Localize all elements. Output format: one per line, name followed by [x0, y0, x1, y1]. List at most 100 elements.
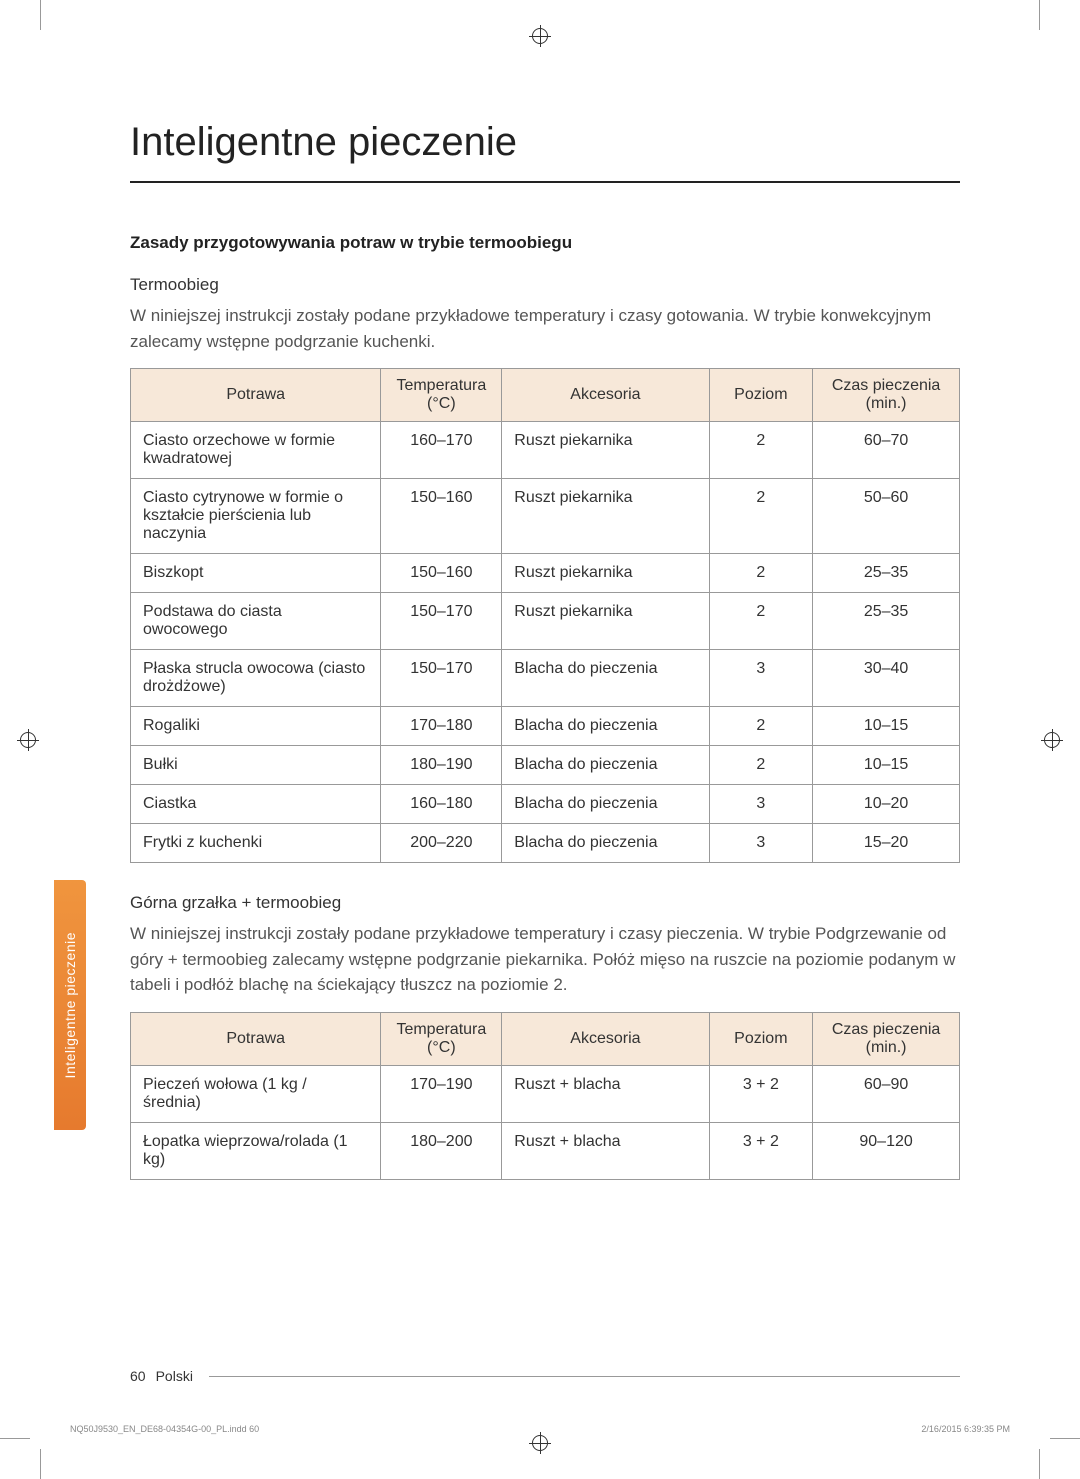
mode-label-2: Górna grzałka + termoobieg — [130, 893, 960, 913]
section-heading: Zasady przygotowywania potraw w trybie t… — [130, 233, 960, 253]
cell-temp: 150–160 — [381, 479, 502, 554]
cell-level: 2 — [709, 422, 813, 479]
cooking-table-2: Potrawa Temperatura (°C) Akcesoria Pozio… — [130, 1012, 960, 1180]
cell-temp: 180–200 — [381, 1122, 502, 1179]
th-time: Czas pieczenia (min.) — [813, 1012, 960, 1065]
cell-temp: 160–170 — [381, 422, 502, 479]
page-content: Inteligentne pieczenie Zasady przygotowy… — [130, 120, 960, 1210]
page-footer: 60 Polski — [130, 1368, 960, 1384]
crop-mark-bottom-left — [0, 1419, 60, 1479]
cell-time: 30–40 — [813, 650, 960, 707]
table-row: Frytki z kuchenki200–220Blacha do piecze… — [131, 824, 960, 863]
table-row: Rogaliki170–180Blacha do pieczenia210–15 — [131, 707, 960, 746]
th-dish: Potrawa — [131, 369, 381, 422]
indd-timestamp: 2/16/2015 6:39:35 PM — [921, 1424, 1010, 1434]
table-row: Płaska strucla owocowa (ciasto drożdżowe… — [131, 650, 960, 707]
th-level: Poziom — [709, 1012, 813, 1065]
cell-level: 3 — [709, 785, 813, 824]
table-row: Łopatka wieprzowa/rolada (1 kg)180–200Ru… — [131, 1122, 960, 1179]
registration-mark-bottom — [532, 1435, 548, 1451]
cell-dish: Frytki z kuchenki — [131, 824, 381, 863]
table-row: Ciasto orzechowe w formie kwadratowej160… — [131, 422, 960, 479]
footer-line — [209, 1376, 960, 1377]
cooking-table-1: Potrawa Temperatura (°C) Akcesoria Pozio… — [130, 368, 960, 863]
table-row: Pieczeń wołowa (1 kg / średnia)170–190Ru… — [131, 1065, 960, 1122]
cell-dish: Bułki — [131, 746, 381, 785]
cell-accessory: Ruszt + blacha — [502, 1122, 709, 1179]
mode-label-1: Termoobieg — [130, 275, 960, 295]
cell-time: 90–120 — [813, 1122, 960, 1179]
cell-level: 3 — [709, 650, 813, 707]
cell-time: 50–60 — [813, 479, 960, 554]
cell-dish: Rogaliki — [131, 707, 381, 746]
cell-temp: 170–180 — [381, 707, 502, 746]
table-row: Ciastka160–180Blacha do pieczenia310–20 — [131, 785, 960, 824]
cell-level: 2 — [709, 554, 813, 593]
cell-accessory: Ruszt piekarnika — [502, 479, 709, 554]
cell-accessory: Blacha do pieczenia — [502, 707, 709, 746]
cell-accessory: Blacha do pieczenia — [502, 650, 709, 707]
cell-accessory: Blacha do pieczenia — [502, 785, 709, 824]
cell-time: 25–35 — [813, 593, 960, 650]
th-temp: Temperatura (°C) — [381, 1012, 502, 1065]
cell-dish: Ciasto orzechowe w formie kwadratowej — [131, 422, 381, 479]
indd-file: NQ50J9530_EN_DE68-04354G-00_PL.indd 60 — [70, 1424, 259, 1434]
th-dish: Potrawa — [131, 1012, 381, 1065]
th-time: Czas pieczenia (min.) — [813, 369, 960, 422]
cell-temp: 150–170 — [381, 593, 502, 650]
page-number: 60 — [130, 1368, 146, 1384]
cell-level: 3 + 2 — [709, 1065, 813, 1122]
cell-level: 2 — [709, 593, 813, 650]
cell-time: 15–20 — [813, 824, 960, 863]
cell-dish: Ciastka — [131, 785, 381, 824]
cell-level: 3 — [709, 824, 813, 863]
intro-text-2: W niniejszej instrukcji zostały podane p… — [130, 921, 960, 998]
side-tab: Inteligentne pieczenie — [54, 880, 86, 1130]
cell-temp: 150–160 — [381, 554, 502, 593]
cell-level: 2 — [709, 746, 813, 785]
cell-temp: 180–190 — [381, 746, 502, 785]
side-tab-label: Inteligentne pieczenie — [62, 932, 78, 1078]
crop-mark-bottom-right — [1020, 1419, 1080, 1479]
cell-level: 2 — [709, 707, 813, 746]
th-level: Poziom — [709, 369, 813, 422]
cell-temp: 200–220 — [381, 824, 502, 863]
cell-dish: Podstawa do ciasta owocowego — [131, 593, 381, 650]
registration-mark-top — [532, 28, 548, 44]
cell-accessory: Ruszt piekarnika — [502, 554, 709, 593]
cell-accessory: Ruszt piekarnika — [502, 593, 709, 650]
cell-temp: 160–180 — [381, 785, 502, 824]
table-row: Biszkopt150–160Ruszt piekarnika225–35 — [131, 554, 960, 593]
cell-dish: Ciasto cytrynowe w formie o kształcie pi… — [131, 479, 381, 554]
cell-accessory: Blacha do pieczenia — [502, 824, 709, 863]
cell-dish: Łopatka wieprzowa/rolada (1 kg) — [131, 1122, 381, 1179]
cell-time: 10–15 — [813, 707, 960, 746]
cell-accessory: Ruszt piekarnika — [502, 422, 709, 479]
th-temp: Temperatura (°C) — [381, 369, 502, 422]
registration-mark-right — [1044, 732, 1060, 748]
cell-time: 10–20 — [813, 785, 960, 824]
table-row: Podstawa do ciasta owocowego150–170Ruszt… — [131, 593, 960, 650]
intro-text-1: W niniejszej instrukcji zostały podane p… — [130, 303, 960, 354]
th-accessory: Akcesoria — [502, 369, 709, 422]
table-row: Bułki180–190Blacha do pieczenia210–15 — [131, 746, 960, 785]
th-accessory: Akcesoria — [502, 1012, 709, 1065]
cell-accessory: Blacha do pieczenia — [502, 746, 709, 785]
page-title: Inteligentne pieczenie — [130, 120, 960, 183]
cell-level: 2 — [709, 479, 813, 554]
cell-time: 10–15 — [813, 746, 960, 785]
cell-level: 3 + 2 — [709, 1122, 813, 1179]
cell-time: 60–90 — [813, 1065, 960, 1122]
page-language: Polski — [156, 1368, 193, 1384]
cell-dish: Pieczeń wołowa (1 kg / średnia) — [131, 1065, 381, 1122]
cell-temp: 170–190 — [381, 1065, 502, 1122]
registration-mark-left — [20, 732, 36, 748]
cell-time: 60–70 — [813, 422, 960, 479]
cell-time: 25–35 — [813, 554, 960, 593]
cell-accessory: Ruszt + blacha — [502, 1065, 709, 1122]
table-row: Ciasto cytrynowe w formie o kształcie pi… — [131, 479, 960, 554]
cell-dish: Biszkopt — [131, 554, 381, 593]
indd-footer: NQ50J9530_EN_DE68-04354G-00_PL.indd 60 2… — [70, 1424, 1010, 1434]
cell-temp: 150–170 — [381, 650, 502, 707]
cell-dish: Płaska strucla owocowa (ciasto drożdżowe… — [131, 650, 381, 707]
